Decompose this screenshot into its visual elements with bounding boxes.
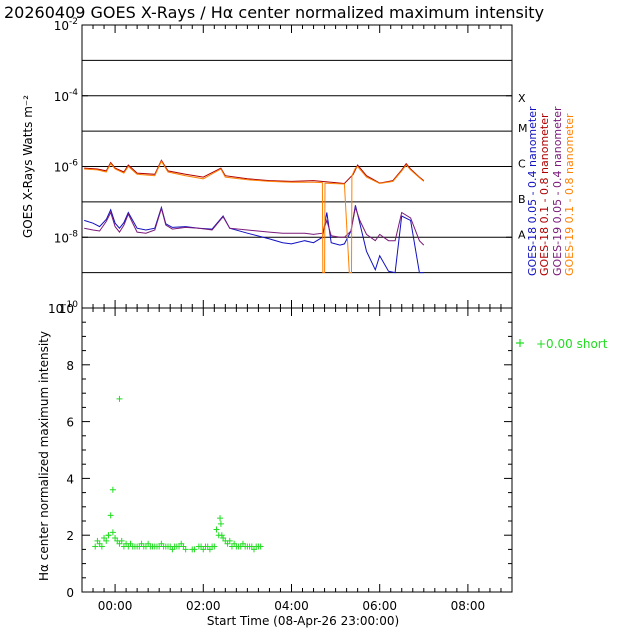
- scatter-point: [103, 537, 110, 544]
- flare-class-label: X: [518, 92, 526, 105]
- scatter-point: [211, 543, 218, 550]
- y-tick-label: 4: [66, 472, 74, 486]
- legend-text: +0.00 short: [536, 337, 608, 351]
- scatter-point: [105, 532, 112, 539]
- scatter-point: [217, 520, 224, 527]
- y-tick-label: 10-2: [54, 17, 78, 33]
- scatter-point: [226, 537, 233, 544]
- scatter-point: [213, 526, 220, 533]
- halpha-intensity-panel: 0 2 4 6 8 10 00:00 02:00 04:00 06:00 08:00 Start Ti…: [37, 302, 608, 628]
- y-tick-label: 6: [66, 416, 74, 430]
- scatter-point: [191, 546, 198, 553]
- scatter-point: [218, 532, 225, 539]
- x-tick-label: 04:00: [274, 599, 309, 613]
- scatter-point: [92, 543, 99, 550]
- x-tick-label: 06:00: [362, 599, 397, 613]
- y-tick-label: 0: [66, 586, 74, 600]
- series-line-4: [84, 160, 425, 274]
- legend-marker: [516, 339, 524, 347]
- y-axis-label: Hα center normalized maximum intensity: [37, 331, 51, 581]
- flare-class-label: M: [518, 122, 528, 135]
- legend-entry-1: GOES-18 0.05 - 0.4 nanometer: [526, 106, 539, 276]
- y-tick-label: 10: [59, 302, 74, 316]
- y-tick-label: 2: [66, 529, 74, 543]
- scatter-point: [116, 395, 123, 402]
- chart-title: 20260409 GOES X-Rays / Hα center normali…: [4, 3, 544, 22]
- y-tick-label: 10-4: [54, 88, 79, 104]
- legend-entry-4: GOES-19 0.1 - 0.8 nanometer: [563, 113, 576, 276]
- scatter-point: [109, 529, 116, 536]
- x-axis-label: Start Time (08-Apr-26 23:00:00): [207, 614, 399, 628]
- x-tick-label: 02:00: [186, 599, 221, 613]
- bottom-plot-frame: [81, 307, 513, 593]
- y-tick-label: 10-8: [54, 229, 79, 245]
- scatter-point: [109, 486, 116, 493]
- scatter-point: [107, 512, 114, 519]
- series-line-3: [84, 205, 425, 246]
- series-line-2: [84, 159, 425, 185]
- scatter-point: [182, 546, 189, 553]
- flare-class-label: C: [518, 158, 526, 171]
- y-tick-label: 10-6: [54, 159, 79, 175]
- scatter-point: [217, 515, 224, 522]
- scatter-point: [118, 537, 125, 544]
- legend-entry-2: GOES-18 0.1 - 0.8 nanometer: [538, 113, 551, 276]
- scatter-point: [98, 543, 105, 550]
- scatter-point: [257, 543, 264, 550]
- legend-entry-3: GOES-19 0.05 - 0.4 nanometer: [551, 106, 564, 276]
- y-axis-label: GOES X-Rays Watts m⁻²: [21, 95, 35, 238]
- series-line-1: [84, 205, 424, 274]
- y-tick-label: 10-10: [48, 300, 78, 316]
- flare-class-label: A: [518, 228, 526, 241]
- flare-class-label: B: [518, 193, 526, 206]
- y-tick-label: 8: [66, 359, 74, 373]
- x-tick-label: 00:00: [98, 599, 133, 613]
- x-tick-label: 08:00: [451, 599, 486, 613]
- goes-xray-panel: 10-2 10-4 10-6 10-8 10-10 GOES X-Rays Watts m…: [21, 17, 576, 316]
